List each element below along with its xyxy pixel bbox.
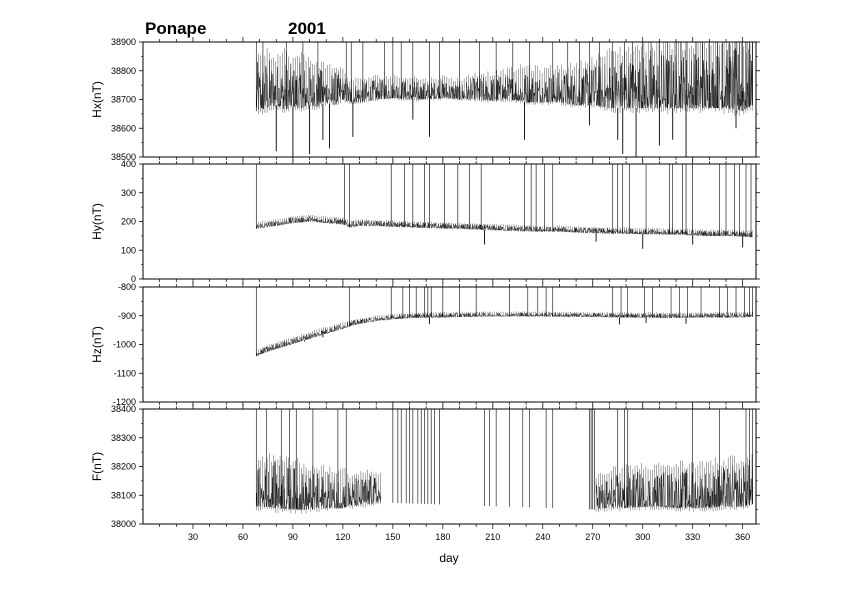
panel-frame-Hz [142, 286, 757, 403]
x-tick-label: 60 [238, 532, 248, 542]
x-tick-label: 180 [435, 532, 450, 542]
x-tick-label: 330 [685, 532, 700, 542]
y-tick-label-Hx: 38500 [111, 152, 136, 162]
station-title: Ponape [145, 19, 206, 38]
y-tick-label-F: 38000 [111, 519, 136, 529]
y-tick-label-F: 38300 [111, 433, 136, 443]
y-tick-label-F: 38100 [111, 490, 136, 500]
y-tick-label-Hx: 38800 [111, 66, 136, 76]
y-tick-label-Hy: 200 [121, 217, 136, 227]
y-tick-label-Hz: -1000 [113, 340, 136, 350]
y-tick-label-Hx: 38700 [111, 95, 136, 105]
panel-data-Hz [255, 287, 753, 357]
x-tick-label: 150 [385, 532, 400, 542]
y-tick-label-Hz: -1100 [114, 368, 136, 378]
y-tick-label-Hx: 38600 [111, 123, 136, 133]
series-trace-Hy [256, 216, 753, 238]
panel-frame-Hy [142, 163, 757, 280]
panels-group: 38500 38600 38700 38800 38900 Hx(nT) 0 100 200 30… [90, 37, 760, 542]
y-tick-label-Hy: 400 [121, 159, 136, 169]
y-axis-label-Hy: Hy(nT) [90, 203, 104, 240]
panel-data-Hx [255, 42, 753, 157]
y-axis-label-Hz: Hz(nT) [90, 326, 104, 363]
series-trace-Hz [256, 312, 753, 356]
x-axis-label: day [439, 551, 458, 565]
panel-frame-F [142, 408, 757, 525]
x-tick-label: 30 [188, 532, 198, 542]
y-tick-label-Hz: -1200 [113, 397, 136, 407]
y-axis-label-Hx: Hx(nT) [90, 81, 104, 118]
y-tick-label-Hx: 38900 [111, 37, 136, 47]
y-tick-label-F: 38400 [111, 404, 136, 414]
x-tick-label: 360 [735, 532, 750, 542]
panel-data-F [255, 409, 753, 514]
x-tick-label: 210 [485, 532, 500, 542]
panel-F: 38000 38100 38200 38300 38400 F(nT) [90, 404, 760, 529]
x-tick-label: 90 [288, 532, 298, 542]
x-tick-label: 300 [635, 532, 650, 542]
x-tick-label: 120 [335, 532, 350, 542]
y-tick-label-Hz: -900 [118, 311, 136, 321]
x-tick-label: 240 [535, 532, 550, 542]
panel-Hx: 38500 38600 38700 38800 38900 Hx(nT) [90, 37, 760, 162]
panel-Hz: -1200 -1100 -1000 -900 -800 Hz(nT) [90, 282, 760, 407]
x-tick-label: 270 [585, 532, 600, 542]
y-tick-label-Hz: -800 [118, 282, 136, 292]
series-trace-Hx [256, 48, 753, 111]
y-tick-label-Hy: 300 [121, 188, 136, 198]
y-tick-label-F: 38200 [111, 462, 136, 472]
panel-Hy: 0 100 200 300 400 Hy(nT) [90, 159, 760, 284]
y-axis-label-F: F(nT) [90, 452, 104, 481]
panel-data-Hy [255, 164, 753, 249]
y-tick-label-Hy: 100 [121, 245, 136, 255]
year-title: 2001 [288, 19, 326, 38]
y-tick-label-Hy: 0 [131, 274, 136, 284]
